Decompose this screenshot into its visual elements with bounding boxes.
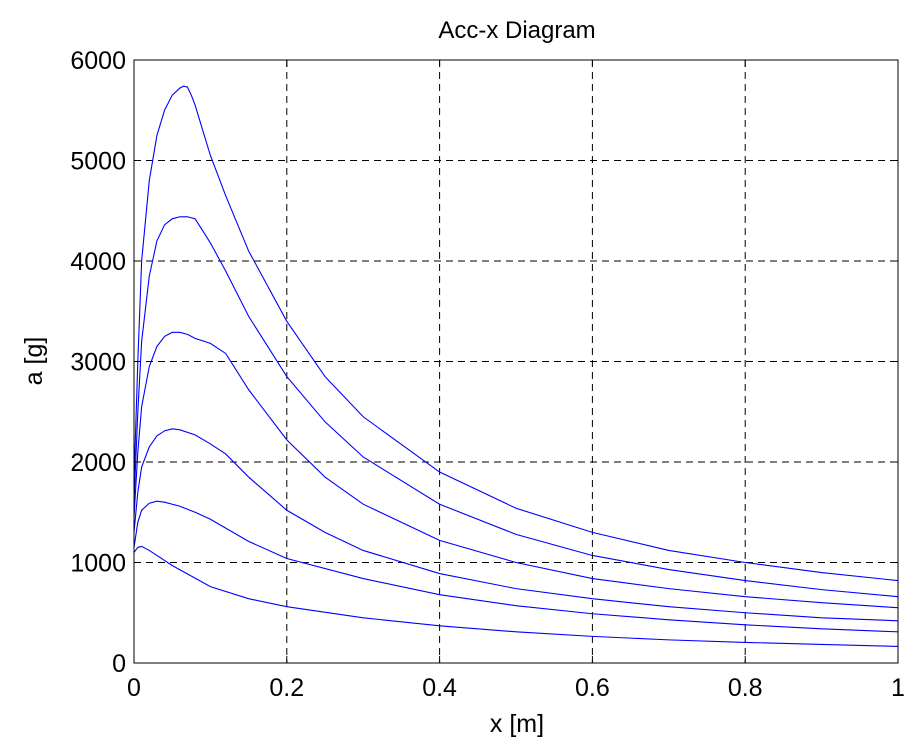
- x-tick-label: 1: [891, 674, 905, 702]
- series-line-4: [133, 331, 899, 609]
- grid: [134, 60, 898, 663]
- x-tick-label: 0.6: [575, 674, 610, 702]
- y-tick-label: 0: [112, 650, 126, 678]
- y-tick-label: 5000: [70, 148, 126, 176]
- x-axis-label: x [m]: [490, 710, 544, 738]
- chart-title: Acc-x Diagram: [438, 17, 595, 44]
- y-tick-label: 1000: [70, 550, 126, 578]
- series-line-6: [133, 85, 899, 582]
- tick-labels: 0 0.2 0.4 0.6 0.8 1 0 1000 2000 3000 4000 5000 6000: [70, 47, 905, 702]
- y-tick-label: 2000: [70, 449, 126, 477]
- series-line-2: [133, 500, 899, 633]
- x-tick-label: 0: [127, 674, 141, 702]
- x-tick-label: 0.4: [422, 674, 457, 702]
- y-tick-label: 3000: [70, 349, 126, 377]
- series-line-5: [133, 216, 899, 598]
- x-tick-label: 0.8: [728, 674, 763, 702]
- y-tick-label: 4000: [70, 248, 126, 276]
- series-group: [133, 85, 899, 647]
- x-tick-label: 0.2: [269, 674, 304, 702]
- y-tick-label: 6000: [70, 47, 126, 75]
- ticks: [133, 59, 899, 664]
- series-line-3: [133, 428, 899, 622]
- series-line-1: [133, 545, 899, 647]
- y-axis-label: a [g]: [20, 337, 48, 386]
